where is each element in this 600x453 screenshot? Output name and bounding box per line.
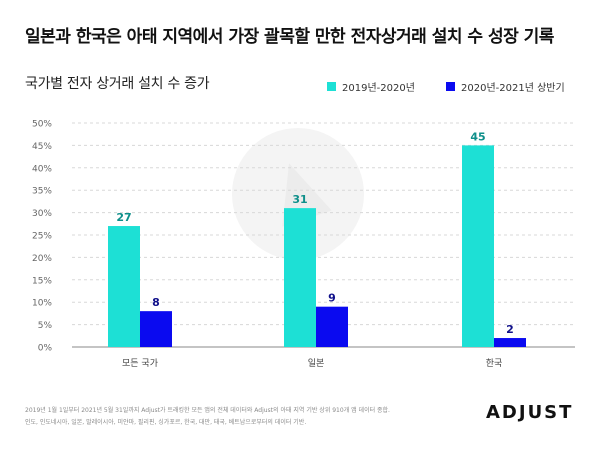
x-tick-label: 일본	[308, 358, 325, 369]
legend-label-series-1: 2019년-2020년	[342, 83, 415, 94]
data-label: 8	[152, 296, 160, 309]
legend-label-series-2: 2020년-2021년 상반기	[461, 83, 565, 94]
page-title: 일본과 한국은 아태 지역에서 가장 괄목할 만한 전자상거래 설치 수 성장 …	[25, 27, 554, 47]
bar-1-1	[108, 226, 140, 347]
bar-2-2	[316, 306, 348, 347]
bar-2-1	[140, 311, 172, 347]
y-tick-label: 45%	[32, 142, 52, 152]
footnote-line-2: 인도, 인도네시아, 일본, 말레이시아, 미얀마, 필리핀, 싱가포르, 한국…	[25, 419, 307, 426]
data-label: 31	[292, 193, 307, 206]
y-tick-label: 40%	[32, 164, 52, 174]
footnote-line-1: 2019년 1월 1일부터 2021년 5월 31일까지 Adjust가 트래킹…	[25, 407, 390, 414]
legend-swatch-series-2	[446, 82, 455, 91]
y-tick-label: 5%	[38, 321, 53, 331]
data-label: 27	[116, 211, 131, 224]
legend-item-series-2: 2020년-2021년 상반기	[446, 79, 565, 94]
data-label: 45	[470, 130, 485, 143]
data-label: 2	[506, 323, 514, 336]
y-tick-label: 10%	[32, 299, 52, 309]
bar-2-3	[494, 338, 526, 347]
y-tick-label: 35%	[32, 187, 52, 197]
bar-1-3	[462, 145, 494, 347]
x-tick-label: 한국	[486, 358, 503, 369]
data-label: 9	[328, 292, 336, 305]
y-tick-label: 30%	[32, 209, 52, 219]
y-tick-label: 50%	[32, 120, 52, 130]
adjust-logo: ADJUST	[486, 402, 574, 423]
bar-1-2	[284, 208, 316, 347]
legend-swatch-series-1	[327, 82, 336, 91]
chart-title: 국가별 전자 상거래 설치 수 증가	[25, 76, 210, 92]
x-tick-label: 모든 국가	[122, 358, 158, 369]
y-tick-label: 20%	[32, 254, 52, 264]
y-tick-label: 15%	[32, 276, 52, 286]
y-tick-label: 25%	[32, 232, 52, 242]
legend-item-series-1: 2019년-2020년	[327, 79, 415, 94]
y-tick-label: 0%	[38, 344, 53, 354]
